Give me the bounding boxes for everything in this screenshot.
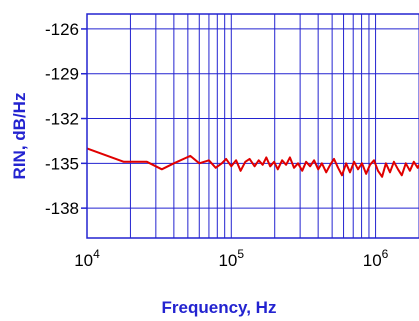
x-tick-label: 105 (218, 247, 244, 270)
series-layer (86, 147, 419, 178)
plot-frame (81, 13, 419, 239)
y-tick-labels: -126 -129 -132 -135 -138 (45, 20, 79, 218)
x-tick-label: 106 (363, 247, 389, 270)
y-tick-label: -129 (45, 65, 79, 84)
y-tick-label: -135 (45, 154, 79, 173)
x-tick-labels: 104 105 106 (74, 247, 388, 270)
y-axis-title: RIN, dB/Hz (10, 93, 29, 180)
plot-border (86, 13, 419, 239)
x-tick-label: 104 (74, 247, 100, 270)
y-tick-label: -132 (45, 110, 79, 129)
rin-series-line (86, 147, 419, 178)
y-tick-label: -126 (45, 20, 79, 39)
x-axis-title: Frequency, Hz (162, 298, 277, 317)
grid-lines (86, 14, 419, 238)
y-tick-label: -138 (45, 199, 79, 218)
